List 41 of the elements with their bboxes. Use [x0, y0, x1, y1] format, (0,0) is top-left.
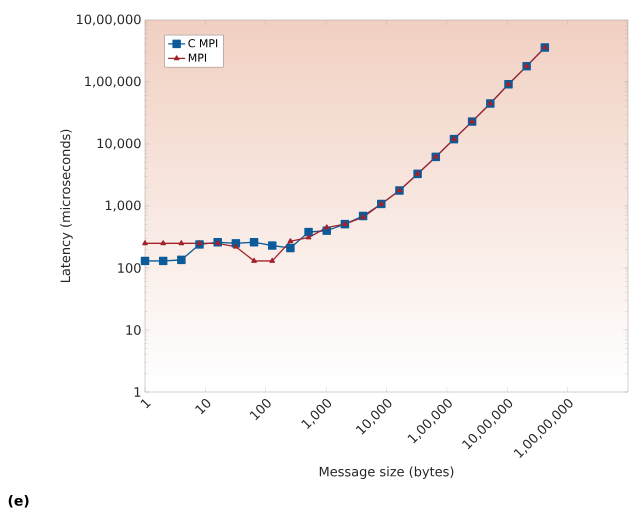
y-tick-label: 10: [126, 325, 141, 335]
y-axis-title: Latency (microseconds): [60, 130, 73, 282]
point: [378, 200, 384, 206]
y-tick-label: 1,000: [106, 200, 141, 212]
point: [269, 258, 276, 263]
point: [250, 238, 258, 247]
point: [360, 214, 366, 220]
point: [324, 224, 330, 230]
point: [196, 240, 202, 246]
point: [542, 44, 548, 50]
point: [432, 154, 439, 159]
point: [251, 258, 257, 263]
y-tick-label: 10,000: [98, 138, 141, 150]
x-tick-label: 10: [195, 399, 210, 414]
x-tick-label: 100: [250, 399, 271, 420]
point: [158, 256, 168, 266]
point: [306, 234, 312, 240]
y-tick-label: 1,00,000: [85, 76, 141, 88]
point: [396, 187, 402, 192]
text: (e): [8, 495, 29, 508]
point: [304, 228, 313, 236]
point: [160, 240, 166, 246]
point: [140, 256, 150, 266]
x-axis-title: Message size (bytes): [320, 466, 454, 479]
y-tick-label: 10,00,000: [76, 14, 141, 26]
point: [178, 240, 184, 246]
point: [451, 136, 457, 141]
point: [268, 241, 276, 250]
point: [142, 240, 148, 246]
y-tick-label: 1: [134, 387, 140, 397]
legend-label: MPI: [188, 54, 206, 62]
point: [488, 100, 494, 106]
point: [233, 244, 239, 249]
point: [414, 170, 420, 176]
x-tick-label: 1: [140, 399, 151, 408]
legend-label: C MPI: [188, 39, 218, 48]
y-tick-label: 100: [118, 263, 141, 273]
point: [177, 256, 186, 264]
point: [469, 118, 475, 124]
point: [288, 238, 294, 244]
point: [286, 244, 295, 252]
